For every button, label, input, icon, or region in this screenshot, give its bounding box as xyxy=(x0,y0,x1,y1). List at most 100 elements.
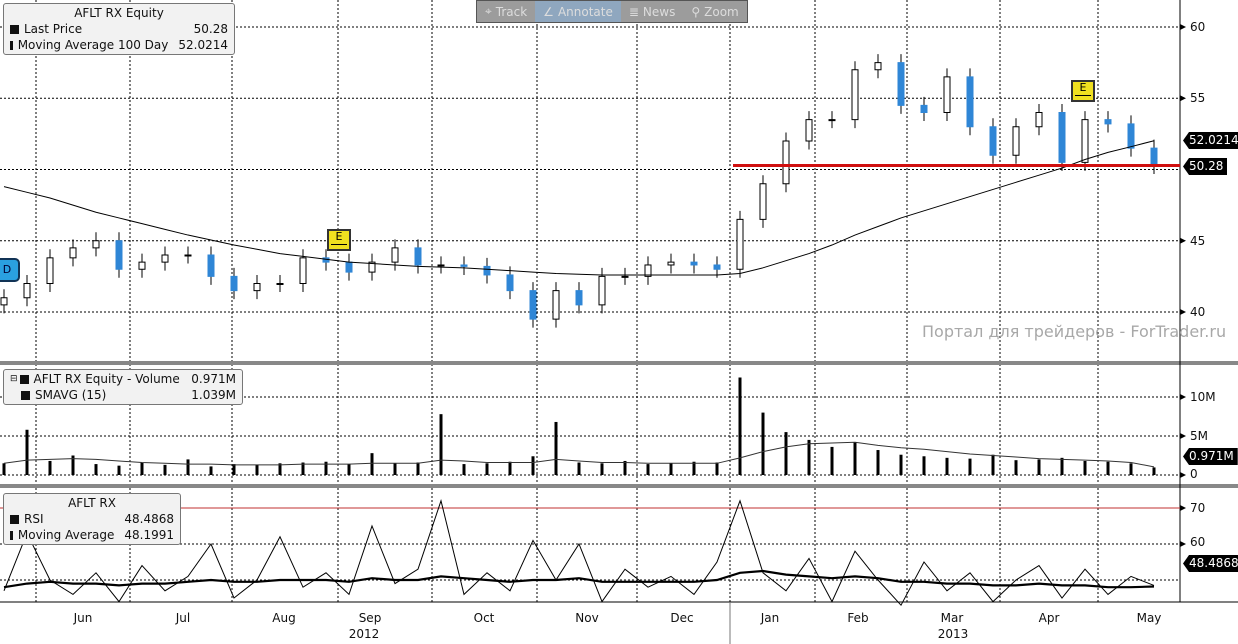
volume-bar xyxy=(991,454,995,475)
news-icon: ≣ xyxy=(628,4,639,19)
candle xyxy=(299,257,307,285)
tick-arrow xyxy=(1180,505,1186,511)
volume-bar xyxy=(715,462,719,475)
volume-bar xyxy=(278,463,282,475)
rsi-swatch xyxy=(10,514,19,524)
annotate-button[interactable]: ∠ Annotate xyxy=(535,1,621,22)
candle xyxy=(782,140,790,185)
candle xyxy=(1104,119,1112,125)
candle xyxy=(230,275,238,292)
track-button[interactable]: ⌖ Track xyxy=(477,1,535,22)
candle xyxy=(437,264,445,267)
candle xyxy=(1150,147,1158,167)
month-label: Jun xyxy=(73,611,93,625)
volume-bar xyxy=(209,466,213,475)
rsi-ma-line xyxy=(3,569,1155,589)
last-price-label: Last Price xyxy=(24,22,83,36)
pencil-icon: ∠ xyxy=(543,4,554,19)
rsi-tick-label: 70 xyxy=(1190,501,1206,515)
volume-bar xyxy=(945,457,949,475)
volume-bar xyxy=(968,458,972,475)
volume-bar xyxy=(876,450,880,475)
rsi-legend[interactable]: AFLT RX RSI 48.4868 Moving Average 48.1991 xyxy=(3,493,181,545)
volume-bar xyxy=(163,464,167,475)
candle xyxy=(345,261,353,273)
candle xyxy=(621,275,629,278)
candle xyxy=(552,290,560,320)
candle xyxy=(874,62,882,71)
earnings-marker[interactable]: E xyxy=(327,229,351,251)
volume-bar xyxy=(140,462,144,475)
volume-bar xyxy=(117,465,121,475)
last-price-tag: 50.28 xyxy=(1183,158,1228,175)
news-button[interactable]: ≣ News xyxy=(621,1,684,22)
year-label: 2013 xyxy=(937,627,969,641)
price-tick-label: 60 xyxy=(1190,20,1206,34)
month-label: May xyxy=(1136,611,1162,625)
candle xyxy=(529,290,537,320)
candle xyxy=(920,104,928,113)
last-price-swatch xyxy=(10,24,19,34)
candle xyxy=(943,76,951,113)
volume-bar xyxy=(255,464,259,475)
price-legend[interactable]: AFLT RX Equity Last Price 50.28 Moving Av… xyxy=(3,3,235,55)
volume-bar xyxy=(623,460,627,475)
candle xyxy=(184,254,192,257)
year-label: 2012 xyxy=(348,627,380,641)
sma-swatch xyxy=(21,390,30,400)
ma-value: 52.0214 xyxy=(178,38,228,52)
month-label: Nov xyxy=(575,611,599,625)
volume-swatch xyxy=(19,374,29,384)
sma-label: SMAVG (15) xyxy=(35,388,107,402)
volume-tick-label: 5M xyxy=(1190,429,1208,443)
tick-arrow xyxy=(1180,541,1186,547)
collapse-icon[interactable]: ⊟ xyxy=(10,374,18,384)
candle xyxy=(828,119,836,122)
volume-bar xyxy=(1152,467,1156,475)
chart-toolbar: ⌖ Track ∠ Annotate ≣ News ⚲ Zoom xyxy=(476,0,748,23)
watermark: Портал для трейдеров - ForTrader.ru xyxy=(922,322,1227,341)
candle xyxy=(506,274,514,292)
month-label: Jan xyxy=(760,611,780,625)
volume-bar xyxy=(347,464,351,475)
tick-arrow xyxy=(1180,95,1186,102)
candle xyxy=(483,265,491,276)
volume-bar xyxy=(508,461,512,475)
candle xyxy=(161,254,169,263)
volume-bar xyxy=(324,461,328,475)
price-tick-label: 40 xyxy=(1190,305,1206,319)
volume-bar xyxy=(554,421,558,475)
rsi-ma-value: 48.1991 xyxy=(124,528,174,542)
volume-legend[interactable]: ⊟ AFLT RX Equity - Volume 0.971M SMAVG (15… xyxy=(3,369,243,405)
ma-label: Moving Average 100 Day xyxy=(17,38,169,52)
dividend-marker[interactable]: D xyxy=(0,258,20,282)
zoom-label: Zoom xyxy=(704,4,739,19)
candle xyxy=(805,119,813,142)
candle xyxy=(69,247,77,259)
zoom-button[interactable]: ⚲ Zoom xyxy=(683,1,746,22)
panel-separator xyxy=(0,484,1238,488)
volume-bar xyxy=(807,439,811,475)
earnings-marker[interactable]: E xyxy=(1071,80,1095,102)
rsi-ma-label: Moving Average xyxy=(17,528,115,542)
volume-bar xyxy=(1014,460,1018,475)
candle xyxy=(598,275,606,306)
volume-bar xyxy=(439,414,443,475)
tick-arrow xyxy=(1180,394,1186,400)
price-tick-label: 55 xyxy=(1190,91,1206,106)
tick-arrow xyxy=(1180,24,1186,30)
volume-tag: 0.971M xyxy=(1183,448,1238,465)
last-price-value: 50.28 xyxy=(193,22,228,36)
candle xyxy=(851,69,859,121)
rsi-value: 48.4868 xyxy=(124,512,174,526)
candle xyxy=(1081,119,1089,163)
volume-bar xyxy=(738,377,742,475)
rsi-ma-swatch xyxy=(10,530,13,540)
candle xyxy=(1058,112,1066,163)
sma-value: 1.039M xyxy=(191,388,236,402)
month-label: Aug xyxy=(272,611,296,625)
volume-bar xyxy=(1083,460,1087,475)
candle xyxy=(1127,123,1135,149)
candle xyxy=(391,247,399,263)
